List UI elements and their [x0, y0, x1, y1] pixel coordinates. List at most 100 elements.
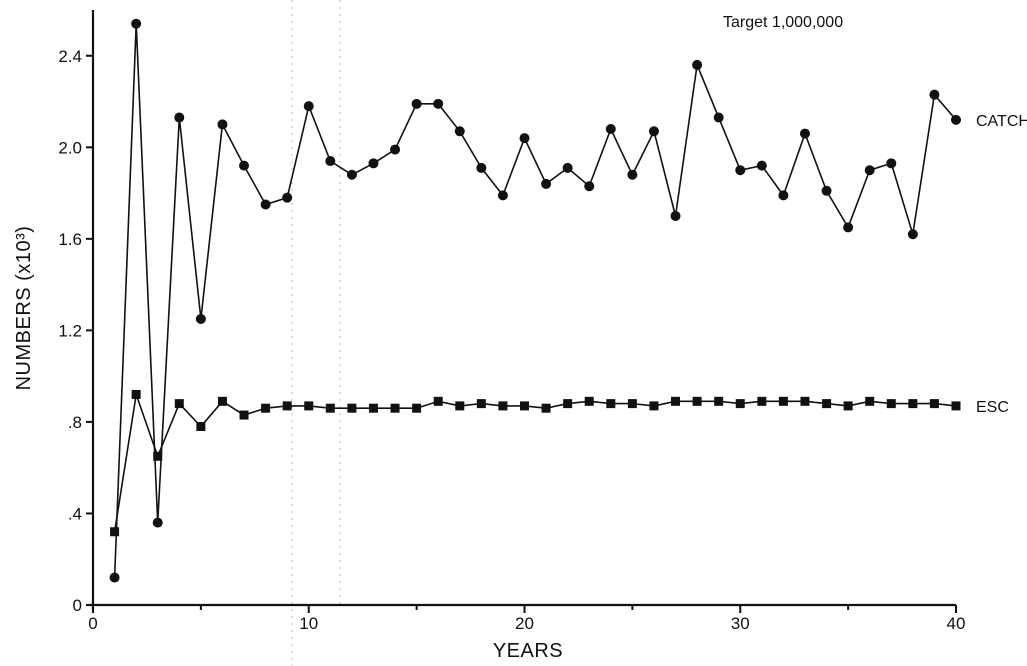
y-tick-label: 2.0 [58, 138, 82, 157]
data-point-catch [131, 18, 142, 29]
data-point-esc [476, 399, 486, 409]
y-tick-label: 2.4 [58, 47, 82, 66]
data-point-esc [865, 396, 875, 406]
data-point-catch [174, 112, 185, 123]
data-point-esc [239, 410, 249, 420]
data-point-esc [908, 399, 918, 409]
data-point-esc [304, 401, 314, 411]
data-point-catch [239, 160, 250, 171]
data-point-esc [325, 403, 335, 413]
data-point-esc [778, 396, 788, 406]
target-annotation: Target 1,000,000 [723, 14, 843, 31]
data-point-esc [412, 403, 422, 413]
y-tick-label: 1.6 [58, 230, 82, 249]
data-point-esc [433, 396, 443, 406]
x-tick-label: 20 [515, 614, 534, 633]
data-point-esc [843, 401, 853, 411]
data-point-esc [627, 399, 637, 409]
data-point-catch [303, 101, 314, 112]
y-tick-label: .4 [68, 504, 82, 523]
data-point-esc [520, 401, 529, 411]
data-point-catch [325, 156, 336, 167]
data-point-catch [260, 199, 271, 210]
y-tick-label: .8 [68, 413, 82, 432]
x-tick-label: 40 [947, 614, 966, 633]
data-point-catch [476, 162, 487, 173]
series-layer: CATCH ESC [109, 18, 1027, 583]
data-point-esc [951, 401, 961, 411]
data-point-esc [153, 451, 163, 461]
data-point-esc [886, 399, 896, 409]
series-catch: CATCH [109, 18, 1027, 583]
data-point-catch [109, 572, 120, 583]
data-point-esc [390, 403, 400, 413]
data-point-catch [778, 190, 789, 201]
data-point-esc [563, 399, 573, 409]
data-point-catch [584, 181, 595, 192]
data-point-catch [843, 222, 854, 233]
data-point-esc [110, 527, 120, 537]
data-point-catch [346, 169, 357, 180]
x-tick-label: 10 [299, 614, 318, 633]
data-point-esc [671, 396, 681, 406]
data-point-catch [368, 158, 379, 169]
data-point-esc [174, 399, 184, 409]
series-line-esc [113, 394, 957, 532]
data-point-esc [822, 399, 832, 409]
data-point-esc [196, 422, 206, 431]
data-point-catch [692, 59, 703, 70]
data-point-catch [648, 126, 659, 137]
data-point-esc [714, 396, 724, 406]
x-tick-label: 0 [88, 614, 97, 633]
data-point-esc [282, 401, 292, 411]
data-point-esc [757, 396, 767, 406]
data-point-catch [713, 112, 724, 123]
data-point-esc [347, 403, 357, 413]
y-axis-label: NUMBERS (x10³) [13, 226, 35, 391]
data-point-catch [864, 165, 875, 176]
data-point-catch [605, 124, 616, 134]
data-point-esc [455, 401, 465, 411]
series-line-catch [113, 23, 957, 578]
data-point-catch [821, 185, 832, 196]
scan-artifacts [291, 0, 341, 666]
y-tick-label: 0 [73, 596, 82, 615]
data-point-catch [152, 517, 163, 528]
x-axis-label: YEARS [493, 640, 563, 662]
data-point-esc [131, 389, 141, 399]
data-point-catch [886, 158, 897, 169]
data-point-catch [562, 162, 573, 173]
data-point-esc [800, 396, 810, 406]
data-point-catch [454, 126, 465, 137]
data-point-esc [606, 399, 616, 409]
data-point-esc [541, 403, 551, 413]
data-point-esc [217, 396, 227, 406]
data-point-catch [541, 178, 552, 189]
data-point-catch [282, 192, 293, 203]
data-point-esc [368, 403, 378, 413]
data-point-esc [261, 403, 271, 413]
data-point-catch [929, 89, 940, 100]
data-point-catch [756, 160, 767, 171]
data-point-catch [433, 98, 444, 109]
data-point-esc [929, 399, 939, 409]
data-point-catch [519, 133, 530, 144]
y-axis-ticks: 0 .4 .8 1.2 1.6 2.0 2.4 [58, 47, 93, 615]
data-point-catch [670, 210, 681, 221]
y-tick-label: 1.2 [58, 321, 82, 340]
data-point-catch [735, 165, 746, 176]
x-axis-ticks: 0 10 20 30 40 [88, 605, 965, 633]
data-point-esc [498, 401, 508, 411]
data-point-catch [497, 190, 508, 201]
data-point-esc [584, 396, 594, 406]
data-point-catch [195, 313, 206, 324]
data-point-esc [692, 396, 702, 406]
data-point-catch [411, 98, 422, 109]
data-point-catch [951, 114, 961, 125]
data-point-catch [907, 229, 918, 240]
x-tick-label: 30 [731, 614, 750, 633]
series-label-esc: ESC [976, 399, 1009, 416]
data-point-esc [649, 401, 659, 411]
data-point-catch [217, 119, 228, 130]
